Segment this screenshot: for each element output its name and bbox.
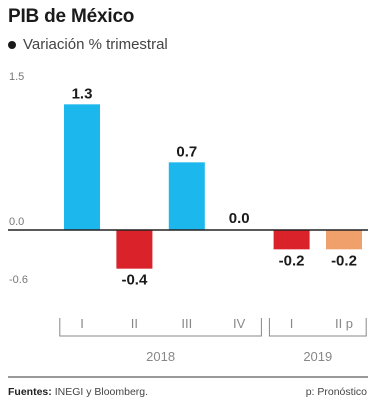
forecast-note: p: Pronóstico — [305, 386, 367, 398]
bar-chart: 1.50.0-0.61.3-0.40.70.0-0.2 -0.2I II III IV I… — [8, 71, 368, 378]
source-note: Fuentes: INEGI y Bloomberg. — [8, 386, 148, 398]
bar — [273, 230, 310, 250]
chart-title: PIB de México — [8, 6, 135, 27]
data-label: 0.0 — [229, 210, 250, 227]
source-text: INEGI y Bloomberg. — [54, 386, 149, 398]
x-tick-label: III — [181, 316, 192, 331]
x-tick-label: II p — [335, 316, 353, 331]
data-label: -0.2 — [279, 252, 305, 269]
data-label: -0.2 — [331, 252, 357, 269]
x-tick-label: I — [80, 316, 84, 331]
data-label: -0.4 — [121, 272, 148, 289]
y-tick-label: -0.6 — [9, 274, 28, 286]
chart-footer: Fuentes: INEGI y Bloomberg. p: Pronóstic… — [8, 386, 367, 398]
y-tick-label: 0.0 — [9, 216, 24, 228]
chart-subtitle: Variación % trimestral — [8, 36, 168, 53]
bullet-icon — [8, 40, 16, 49]
x-tick-label: I — [290, 316, 294, 331]
bar — [326, 230, 362, 250]
x-tick-label: II — [131, 316, 138, 331]
year-label: 2019 — [303, 349, 332, 364]
y-tick-label: 1.5 — [9, 71, 24, 83]
data-label: 1.3 — [72, 85, 93, 102]
data-label: 0.7 — [176, 143, 197, 160]
source-label: Fuentes: — [8, 386, 52, 398]
x-tick-label: IV — [233, 316, 246, 331]
year-label: 2018 — [146, 349, 175, 364]
bar — [116, 230, 153, 269]
year-bracket — [268, 318, 367, 337]
bar — [64, 104, 100, 230]
bar — [168, 162, 205, 230]
year-bracket — [59, 318, 262, 337]
chart-subtitle-text: Variación % trimestral — [23, 36, 168, 53]
